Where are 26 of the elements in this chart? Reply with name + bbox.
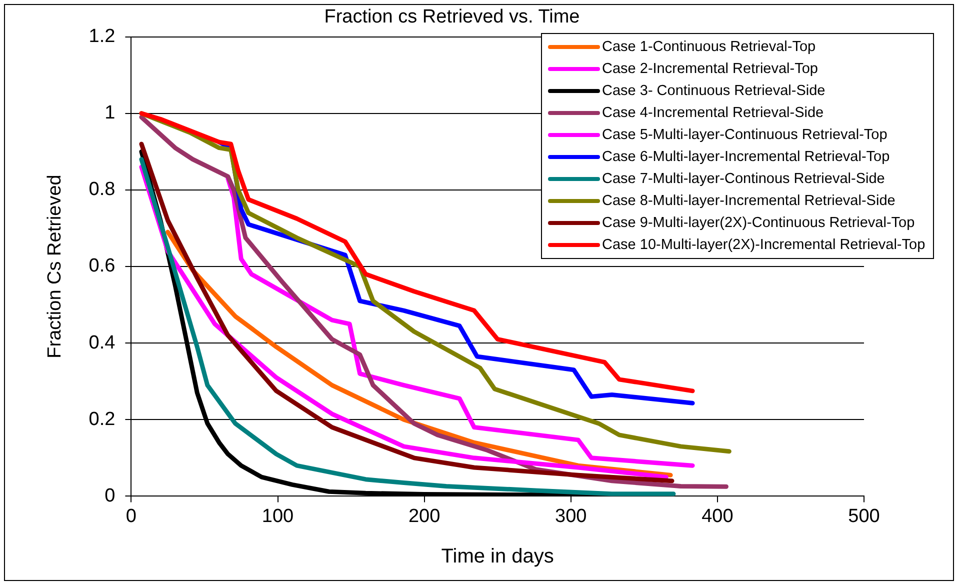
legend-label: Case 10-Multi-layer(2X)-Incremental Retrieval-Top [602, 236, 926, 255]
y-tick-label: 0.4 [88, 332, 116, 354]
x-tick-label: 500 [848, 506, 880, 527]
x-tick-label: 100 [262, 506, 294, 527]
y-tick-label: 0.8 [88, 179, 116, 200]
legend-label: Case 4-Incremental Retrieval-Side [602, 104, 824, 123]
x-tick-label: 0 [126, 506, 136, 527]
legend-label: Case 2-Incremental Retrieval-Top [602, 60, 818, 79]
x-tick-label: 400 [702, 506, 734, 527]
y-tick-label: 0.2 [88, 408, 116, 430]
legend-label: Case 1-Continuous Retrieval-Top [602, 38, 816, 57]
y-axis-title: Fraction Cs Retrieved [44, 174, 66, 358]
x-axis-title: Time in days [441, 546, 554, 568]
chart-title: Fraction cs Retrieved vs. Time [324, 6, 580, 28]
x-tick-label: 300 [555, 506, 587, 527]
x-tick-label: 200 [408, 506, 440, 527]
legend-label: Case 7-Multi-layer-Continous Retrieval-Side [602, 170, 885, 189]
legend-label: Case 3- Continuous Retrieval-Side [602, 82, 826, 101]
legend-label: Case 8-Multi-layer-Incremental Retrieval-Side [602, 192, 896, 211]
legend-label: Case 5-Multi-layer-Continuous Retrieval-Top [602, 126, 888, 145]
legend-label: Case 9-Multi-layer(2X)-Continuous Retrieval-Top [602, 214, 915, 233]
y-tick-label: 0 [104, 485, 116, 506]
y-tick-label: 0.6 [88, 256, 116, 277]
y-tick-label: 1 [104, 102, 116, 124]
legend-label: Case 6-Multi-layer-Incremental Retrieval-Top [602, 148, 890, 167]
y-tick-label: 1.2 [88, 26, 116, 48]
